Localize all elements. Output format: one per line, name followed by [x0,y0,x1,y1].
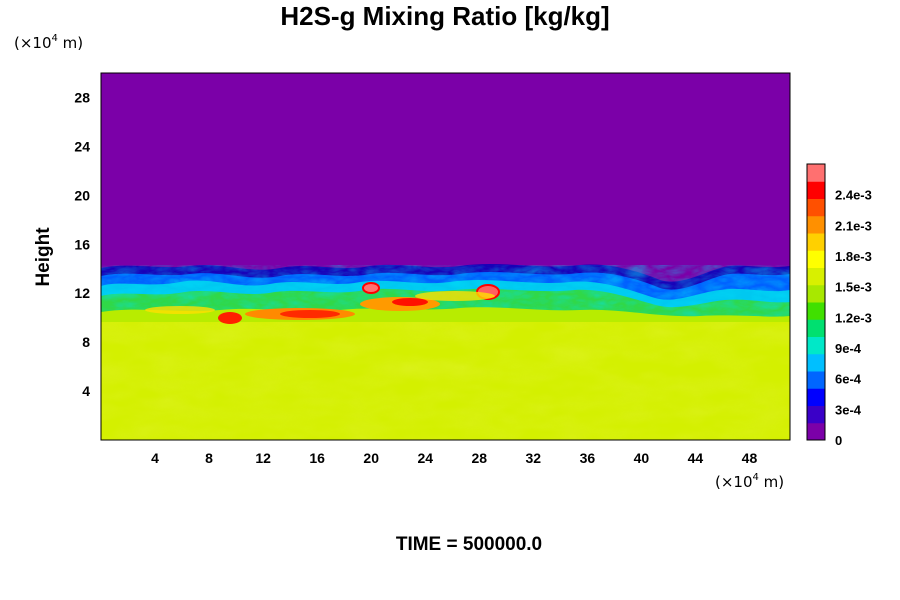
lower-layer-texture [101,322,790,440]
patch-pink-2 [362,282,380,294]
x-tick-label: 8 [205,450,213,466]
colorbar-segment [807,267,825,286]
colorbar-tick-label: 0 [835,433,842,448]
y-tick-label: 20 [74,187,90,203]
x-tick-label: 28 [471,450,487,466]
x-tick-label: 24 [417,450,433,466]
y-tick-label: 8 [82,334,90,350]
colorbar-segment [807,233,825,251]
x-tick-label: 12 [255,450,271,466]
colorbar-segment [807,388,825,406]
y-tick-label: 24 [74,138,90,154]
y-tick-label: 12 [74,285,90,301]
plot-area [101,73,790,440]
y-tick-labels: 4 8 12 16 20 24 28 [74,89,90,399]
colorbar-segment [807,422,825,441]
y-tick-label: 16 [74,236,90,252]
x-unit-tail: m) [759,473,784,491]
colorbar-tick-label: 1.5e-3 [835,280,872,295]
colorbar-segment [807,336,825,355]
colorbar-segment [807,284,825,303]
colorbar-segment [807,302,825,320]
patch-red-3 [218,312,242,324]
svg-text:(×104 m): (×104 m) [715,472,784,491]
colorbar-tick-label: 9e-4 [835,341,862,356]
colorbar-tick-label: 2.4e-3 [835,188,872,203]
x-tick-label: 32 [526,450,542,466]
x-unit-base: (×10 [715,473,753,491]
colorbar-segment [807,164,825,182]
x-tick-label: 36 [580,450,596,466]
colorbar-segment [807,215,825,234]
y-unit-tail: m) [58,34,83,52]
y-unit-base: (×10 [14,34,52,52]
patch-yellow-2 [145,306,215,314]
colorbar-segment [807,405,825,424]
x-tick-label: 40 [634,450,650,466]
plot-frame [100,72,791,441]
colorbar-tick-label: 2.1e-3 [835,218,872,233]
colorbar: 0 3e-4 6e-4 9e-4 1.2e-3 1.5e-3 1.8e-3 2.1e-3 2.4… [806,163,872,448]
x-tick-label: 48 [742,450,758,466]
x-unit-exp: 4 [753,472,759,483]
time-label: TIME = 500000.0 [396,534,542,555]
y-tick-label: 4 [82,383,90,399]
colorbar-segment [807,250,825,268]
colorbar-segment [807,353,825,372]
patch-red-2 [392,298,428,306]
chart-title: H2S-g Mixing Ratio [kg/kg] [280,1,609,31]
colorbar-tick-label: 1.8e-3 [835,249,872,264]
colorbar-tick-label: 6e-4 [835,372,862,387]
x-unit-label: (×104 m) [715,472,784,491]
y-unit-exp: 4 [52,33,58,44]
x-tick-labels: 4 8 12 16 20 24 28 32 36 40 44 48 [151,450,757,466]
x-tick-label: 4 [151,450,159,466]
x-tick-label: 20 [363,450,379,466]
colorbar-tick-label: 3e-4 [835,402,862,417]
x-tick-label: 44 [688,450,704,466]
high-concentration-patches [145,282,500,324]
colorbar-segment [807,181,825,199]
y-axis-title: Height [33,227,54,287]
y-unit-label: (×104 m) [14,33,83,52]
patch-red-1 [280,310,340,318]
y-tick-label: 28 [74,89,90,105]
x-tick-label: 16 [309,450,325,466]
colorbar-segment [807,198,825,217]
colorbar-segment [807,319,825,337]
colorbar-frame [806,163,826,441]
patch-yellow-1 [415,291,495,301]
svg-text:(×104 m): (×104 m) [14,33,83,52]
colorbar-segment [807,371,825,389]
colorbar-tick-label: 1.2e-3 [835,310,872,325]
